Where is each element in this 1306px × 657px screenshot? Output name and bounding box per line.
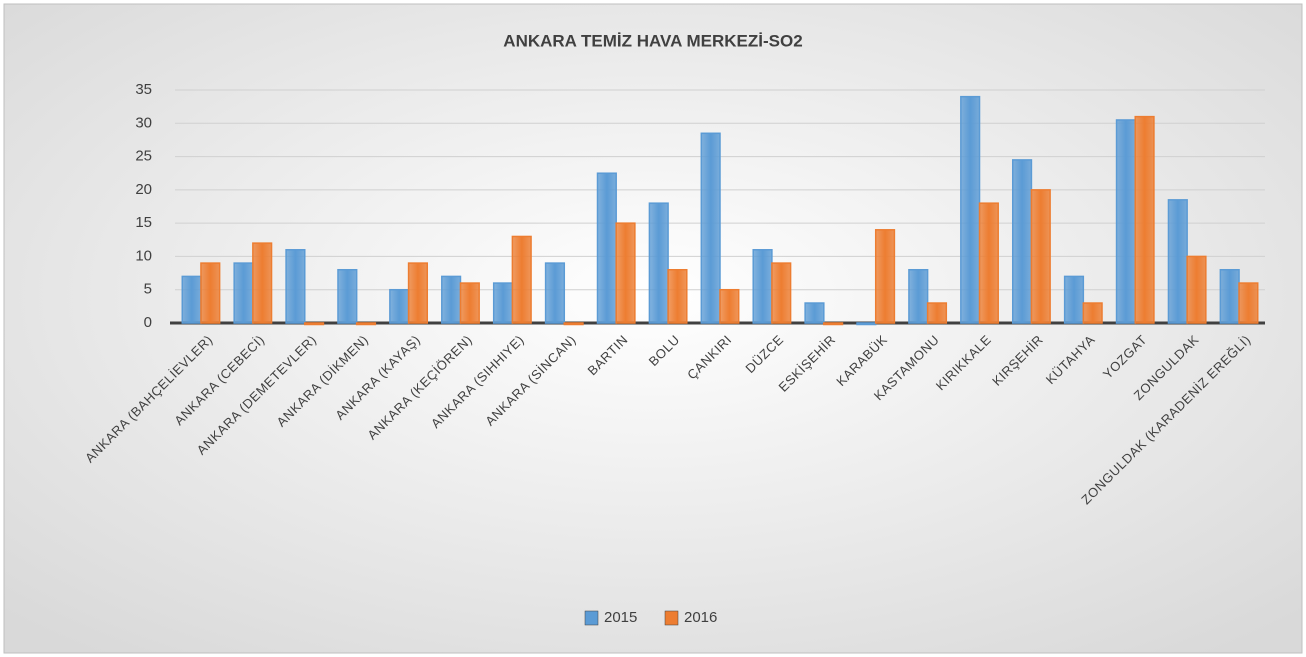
- bar: [1063, 275, 1085, 324]
- bar: [563, 322, 584, 326]
- y-tick-label: 25: [135, 148, 152, 165]
- bar: [700, 132, 721, 324]
- bar: [615, 222, 636, 324]
- bar: [752, 249, 773, 324]
- bar: [252, 242, 273, 324]
- bar: [459, 282, 480, 324]
- bar: [389, 288, 410, 324]
- legend-label: 2015: [604, 609, 637, 626]
- bar: [804, 302, 825, 324]
- legend-label: 2016: [684, 609, 717, 626]
- bar: [596, 172, 617, 324]
- bar: [1238, 282, 1259, 324]
- y-tick-label: 35: [135, 81, 152, 98]
- bar: [233, 262, 254, 324]
- bar: [1082, 302, 1103, 324]
- bar: [908, 268, 929, 324]
- bar: [1219, 268, 1240, 324]
- bar: [492, 282, 514, 324]
- bar: [719, 288, 740, 324]
- bar: [181, 275, 202, 324]
- y-tick-label: 30: [135, 114, 152, 131]
- bar: [926, 302, 948, 324]
- bar: [285, 249, 306, 324]
- bar: [960, 95, 981, 324]
- legend-swatch: [584, 610, 599, 626]
- bar: [1167, 199, 1188, 324]
- bar: [1030, 189, 1051, 324]
- bar: [337, 268, 358, 324]
- bar: [200, 262, 221, 324]
- bar: [304, 322, 325, 326]
- legend-swatch: [664, 610, 679, 626]
- y-tick-label: 20: [135, 181, 152, 198]
- bar: [874, 229, 896, 324]
- y-tick-label: 5: [144, 281, 152, 298]
- bar: [441, 275, 462, 324]
- bar: [771, 262, 792, 324]
- bar: [1115, 119, 1136, 324]
- bar: [823, 322, 844, 326]
- y-tick-label: 0: [144, 314, 152, 331]
- chart-title: ANKARA TEMİZ HAVA MERKEZİ-SO2: [503, 31, 802, 50]
- y-tick-label: 10: [135, 247, 152, 264]
- bar: [667, 268, 688, 324]
- bar: [856, 322, 877, 326]
- bar: [978, 202, 999, 324]
- bar: [355, 322, 377, 326]
- bar: [407, 262, 429, 324]
- bar: [648, 202, 669, 324]
- bar: [1011, 159, 1033, 324]
- bar: [511, 235, 532, 324]
- chart-background: [3, 3, 1303, 654]
- y-tick-label: 15: [135, 214, 152, 231]
- bar: [1134, 115, 1155, 324]
- bar: [544, 262, 566, 324]
- bar: [1186, 255, 1207, 324]
